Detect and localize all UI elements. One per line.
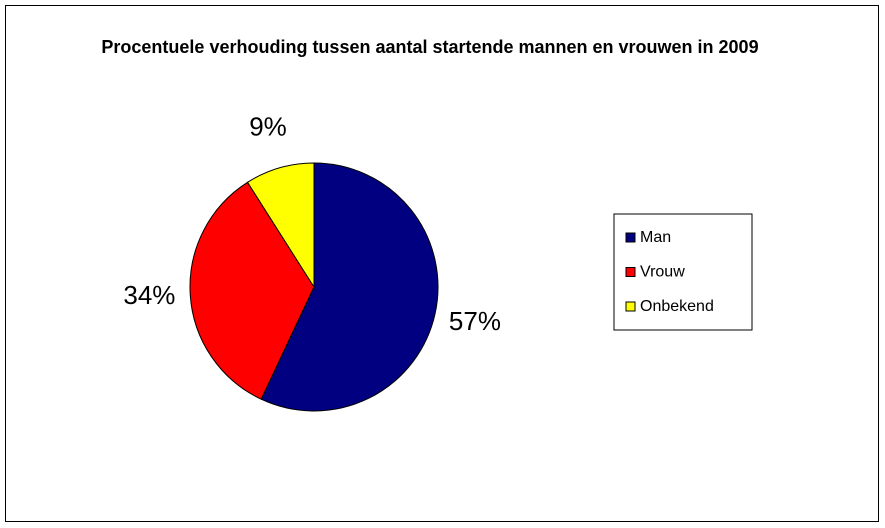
pie-slice bbox=[189, 181, 315, 400]
legend-swatch bbox=[625, 267, 636, 277]
pie-slice bbox=[246, 162, 315, 289]
chart-frame bbox=[5, 5, 879, 522]
legend-label: Onbekend bbox=[640, 298, 714, 315]
legend-box bbox=[613, 213, 753, 331]
chart-title: Procentuele verhouding tussen aantal sta… bbox=[101, 37, 759, 57]
data-label: 9% bbox=[249, 112, 287, 142]
legend-swatch bbox=[625, 301, 636, 312]
legend-label: Man bbox=[640, 229, 671, 246]
legend-swatch bbox=[625, 232, 636, 243]
legend-label: Vrouw bbox=[640, 264, 685, 281]
data-label: 34% bbox=[123, 280, 175, 310]
data-label: 57% bbox=[449, 306, 501, 336]
pie-slice bbox=[260, 162, 439, 412]
